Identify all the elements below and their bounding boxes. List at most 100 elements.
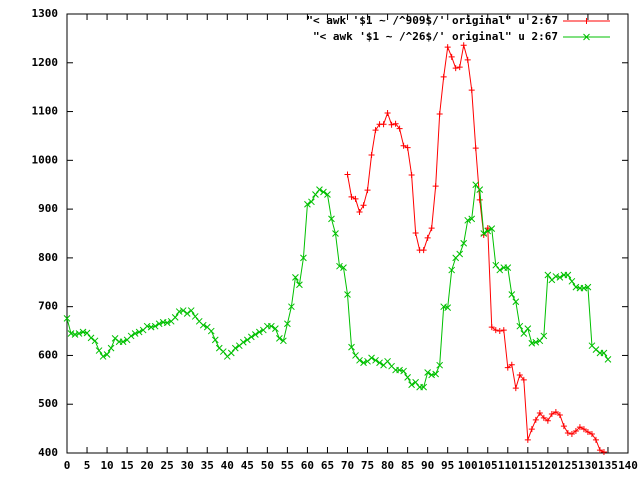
point-marker bbox=[175, 308, 183, 315]
x-tick-label: 15 bbox=[120, 459, 133, 472]
x-tick-label: 130 bbox=[578, 459, 598, 472]
point-marker bbox=[484, 225, 491, 232]
x-tick-label: 85 bbox=[401, 459, 414, 472]
point-marker bbox=[171, 314, 179, 321]
point-marker bbox=[348, 193, 355, 200]
point-marker bbox=[348, 343, 355, 351]
point-marker bbox=[572, 283, 580, 291]
point-marker bbox=[79, 328, 87, 336]
point-marker bbox=[564, 430, 571, 437]
point-marker bbox=[227, 349, 235, 357]
point-marker bbox=[588, 430, 595, 437]
point-marker bbox=[155, 320, 163, 328]
x-tick-label: 125 bbox=[558, 459, 578, 472]
x-tick-label: 10 bbox=[100, 459, 113, 472]
x-tick-label: 20 bbox=[141, 459, 154, 472]
legend-label: "< awk '$1 ~ /^909$/' original" u 2:67 bbox=[306, 14, 558, 27]
point-marker bbox=[276, 335, 283, 342]
x-tick-label: 120 bbox=[538, 459, 558, 472]
point-marker bbox=[436, 361, 444, 369]
point-marker bbox=[524, 436, 531, 443]
point-marker bbox=[360, 202, 367, 209]
x-tick-label: 5 bbox=[84, 459, 91, 472]
point-marker bbox=[280, 337, 287, 345]
point-marker bbox=[512, 298, 520, 306]
point-marker bbox=[420, 383, 427, 391]
point-marker bbox=[556, 411, 563, 418]
point-marker bbox=[251, 331, 259, 338]
point-marker bbox=[444, 304, 452, 311]
point-marker bbox=[408, 381, 415, 389]
point-marker bbox=[584, 429, 591, 436]
point-marker bbox=[548, 410, 555, 417]
point-marker bbox=[520, 376, 527, 383]
point-marker bbox=[328, 215, 335, 223]
point-marker bbox=[472, 145, 479, 152]
point-marker bbox=[372, 356, 379, 364]
y-tick-label: 1100 bbox=[32, 105, 59, 118]
point-marker bbox=[496, 266, 504, 274]
point-marker bbox=[516, 322, 524, 330]
point-marker bbox=[540, 414, 547, 421]
point-marker bbox=[131, 330, 139, 337]
point-marker bbox=[243, 336, 251, 344]
point-marker bbox=[448, 53, 455, 60]
point-marker bbox=[288, 303, 295, 311]
point-marker bbox=[404, 374, 411, 381]
point-marker bbox=[580, 426, 587, 433]
point-marker bbox=[452, 65, 459, 72]
x-tick-label: 55 bbox=[281, 459, 294, 472]
point-marker bbox=[488, 324, 495, 331]
point-marker bbox=[484, 227, 492, 235]
point-marker bbox=[448, 266, 456, 274]
point-marker bbox=[536, 410, 543, 417]
point-marker bbox=[352, 195, 359, 202]
y-tick-label: 600 bbox=[38, 348, 58, 361]
point-marker bbox=[556, 274, 564, 281]
point-marker bbox=[376, 359, 383, 367]
point-marker bbox=[492, 327, 499, 334]
point-marker bbox=[368, 354, 375, 362]
point-marker bbox=[583, 18, 590, 24]
point-marker bbox=[432, 183, 439, 190]
point-marker bbox=[272, 325, 279, 332]
point-marker bbox=[75, 330, 83, 337]
point-marker bbox=[316, 186, 323, 193]
point-marker bbox=[536, 337, 544, 345]
x-tick-label: 95 bbox=[441, 459, 454, 472]
point-marker bbox=[468, 215, 476, 223]
point-marker bbox=[596, 447, 603, 454]
point-marker bbox=[127, 332, 135, 340]
x-tick-label: 70 bbox=[341, 459, 354, 472]
point-marker bbox=[99, 353, 107, 360]
point-marker bbox=[532, 416, 539, 423]
point-marker bbox=[432, 370, 440, 378]
point-marker bbox=[95, 347, 103, 354]
point-marker bbox=[151, 322, 159, 330]
point-marker bbox=[476, 196, 483, 203]
y-tick-label: 700 bbox=[38, 300, 58, 313]
point-marker bbox=[255, 328, 263, 336]
x-tick-label: 25 bbox=[161, 459, 174, 472]
point-marker bbox=[583, 33, 590, 41]
point-marker bbox=[600, 449, 607, 456]
x-tick-label: 60 bbox=[301, 459, 314, 472]
point-marker bbox=[135, 328, 143, 336]
point-marker bbox=[564, 271, 572, 279]
point-marker bbox=[71, 331, 79, 338]
point-marker bbox=[388, 121, 395, 128]
point-marker bbox=[107, 344, 115, 352]
point-marker bbox=[83, 329, 91, 337]
point-marker bbox=[524, 325, 532, 332]
y-tick-label: 500 bbox=[38, 397, 58, 410]
point-marker bbox=[404, 144, 411, 151]
point-marker bbox=[600, 349, 608, 357]
point-marker bbox=[456, 250, 464, 258]
point-marker bbox=[300, 254, 307, 262]
point-marker bbox=[231, 344, 239, 352]
point-marker bbox=[544, 271, 552, 279]
point-marker bbox=[211, 336, 219, 344]
point-marker bbox=[247, 333, 255, 341]
point-marker bbox=[592, 436, 599, 443]
